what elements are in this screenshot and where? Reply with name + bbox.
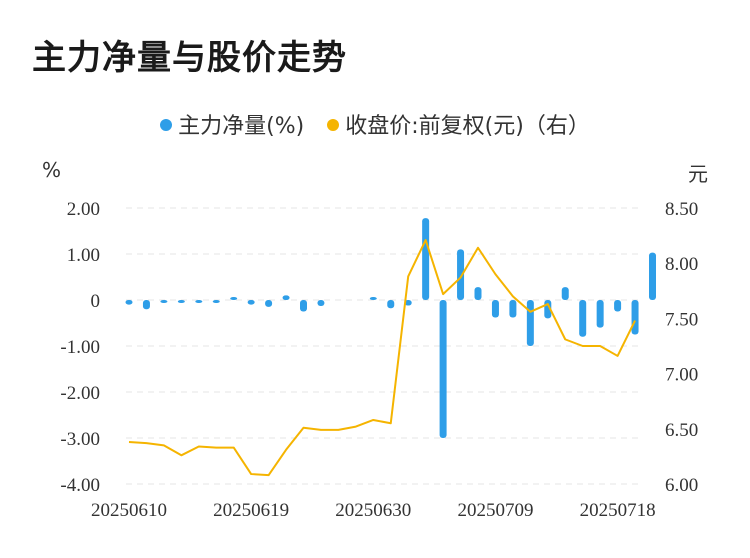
bar xyxy=(282,295,290,300)
bar xyxy=(212,300,220,303)
bar xyxy=(404,300,412,306)
bar xyxy=(422,218,430,300)
bar xyxy=(579,300,587,337)
bar xyxy=(439,300,447,438)
bar xyxy=(561,287,569,300)
legend-line-dot-icon xyxy=(327,119,340,131)
bar xyxy=(474,287,482,300)
price-line xyxy=(128,239,636,477)
right-axis-unit: 元 xyxy=(688,162,708,186)
bar xyxy=(317,300,325,306)
bar xyxy=(491,300,499,318)
bar xyxy=(230,297,238,300)
legend-item-line[interactable]: 收盘价:前复权(元)（右） xyxy=(327,108,590,140)
bar xyxy=(300,300,307,312)
y-left-tick-label: -1.00 xyxy=(60,337,100,358)
legend-bar-label: 主力净量(%) xyxy=(178,114,305,139)
x-tick-label: 20250709 xyxy=(457,500,533,521)
x-tick-label: 20250610 xyxy=(91,500,167,521)
x-tick-label: 20250718 xyxy=(580,500,656,521)
y-left-tick-label: -4.00 xyxy=(60,475,100,496)
bar xyxy=(596,300,604,328)
y-left-tick-label: -2.00 xyxy=(60,383,100,404)
y-left-tick-label: 1.00 xyxy=(67,245,100,266)
legend-line-label: 收盘价:前复权(元)（右） xyxy=(345,114,590,139)
left-axis-unit: % xyxy=(42,158,62,182)
y-right-tick-label: 8.00 xyxy=(665,254,698,275)
bar xyxy=(649,252,656,300)
legend: 主力净量(%) 收盘价:前复权(元)（右） xyxy=(0,108,750,140)
bar xyxy=(160,300,168,303)
bar xyxy=(177,300,185,303)
legend-bar-dot-icon xyxy=(160,119,173,131)
legend-item-bar[interactable]: 主力净量(%) xyxy=(160,108,304,140)
bar xyxy=(195,300,203,303)
y-right-tick-label: 6.50 xyxy=(665,420,698,441)
bar xyxy=(457,249,465,300)
x-tick-label: 20250619 xyxy=(213,500,289,521)
x-tick-label: 20250630 xyxy=(335,500,411,521)
bar xyxy=(125,300,133,305)
y-right-tick-label: 8.50 xyxy=(665,199,698,220)
bar xyxy=(614,300,622,312)
bar xyxy=(247,300,255,305)
y-left-tick-label: 2.00 xyxy=(67,199,100,220)
chart-title: 主力净量与股价走势 xyxy=(32,38,347,78)
y-left-tick-label: -3.00 xyxy=(60,429,100,450)
bar xyxy=(142,300,150,310)
bar xyxy=(509,300,517,318)
bar xyxy=(631,300,639,335)
y-right-tick-label: 7.00 xyxy=(665,365,698,386)
y-left-tick-label: 0 xyxy=(91,291,101,312)
y-right-tick-label: 7.50 xyxy=(665,309,698,330)
bar xyxy=(387,300,395,309)
bar xyxy=(265,300,273,307)
bar xyxy=(369,297,377,300)
y-right-tick-label: 6.00 xyxy=(665,475,698,496)
bar xyxy=(526,300,534,346)
